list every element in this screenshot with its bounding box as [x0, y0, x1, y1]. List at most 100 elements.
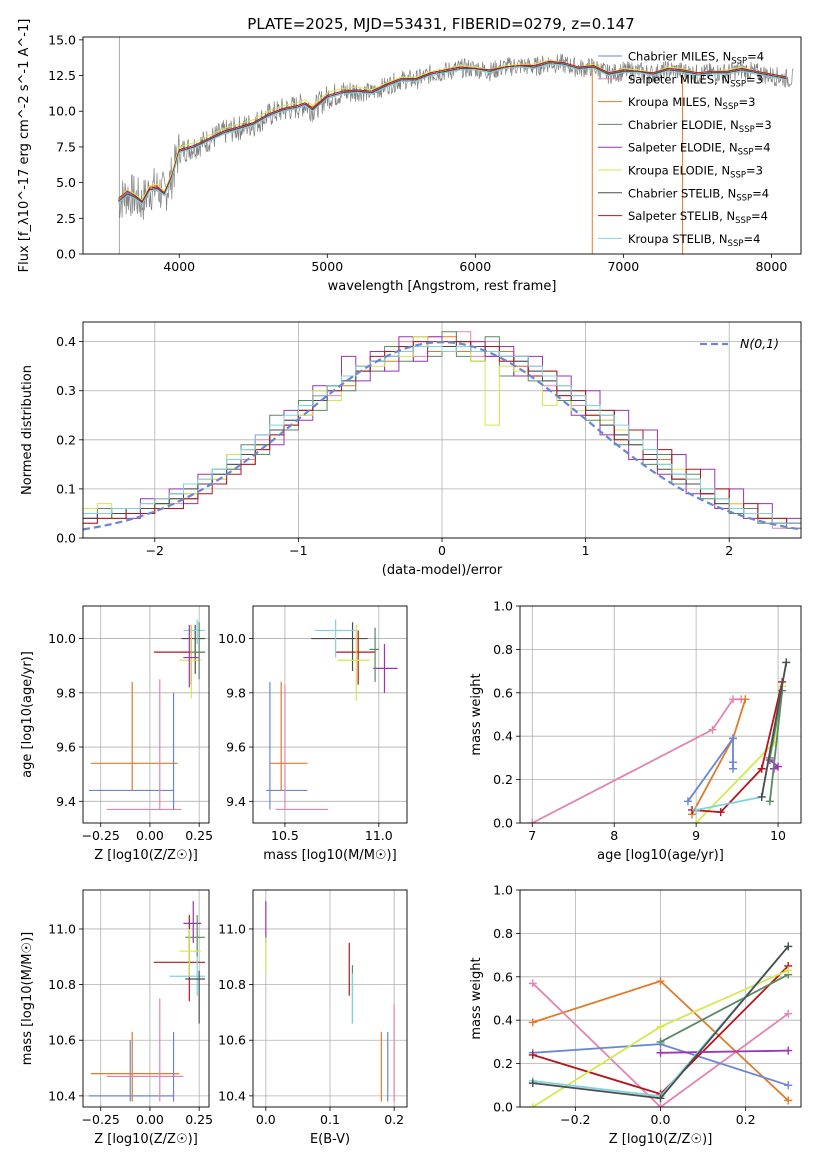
data-point-marker [692, 819, 701, 823]
x-tick-label: 0.2 [736, 1112, 756, 1127]
model-series-line [118, 63, 787, 205]
legend-entry: Kroupa STELIB, NSSP=4 [628, 232, 760, 249]
plot-border [519, 889, 802, 1108]
x-tick-label: 2 [725, 543, 733, 558]
observed-spectrum-line [118, 53, 794, 220]
histogram-series [83, 341, 801, 524]
data-point-marker [528, 1079, 537, 1088]
x-axis-label: E(B-V) [310, 1132, 350, 1147]
y-tick-label: 0.8 [493, 642, 513, 657]
data-point-marker [528, 1103, 537, 1107]
legend-entry: Kroupa ELODIE, NSSP=3 [628, 164, 763, 181]
x-tick-label: 9 [692, 828, 700, 843]
y-axis-label: age [log10(age/yr)] [20, 651, 35, 778]
mass-weight-series [691, 699, 747, 815]
y-tick-label: 11.0 [48, 921, 76, 936]
data-point-marker [656, 1037, 665, 1046]
plot-border [82, 889, 210, 1108]
y-axis-label: mass weight [469, 673, 484, 755]
y-tick-label: 0.4 [56, 334, 76, 349]
legend-entry: Salpeter MILES, NSSP=3 [628, 72, 763, 89]
plot-border [82, 605, 210, 824]
x-tick-label: −0.25 [82, 1112, 120, 1127]
y-tick-label: 0.4 [493, 729, 513, 744]
data-point-marker [757, 792, 766, 801]
legend-entry: Kroupa MILES, NSSP=3 [628, 95, 755, 112]
x-axis-label: mass [log10(M/M☉)] [263, 848, 396, 863]
y-tick-label: 10.6 [48, 1033, 76, 1048]
mass-weight-series [660, 1049, 789, 1054]
histogram-series [83, 346, 801, 524]
mass-weight-series [532, 982, 789, 1107]
data-point-marker [784, 1046, 793, 1055]
x-tick-label: −2 [146, 543, 164, 558]
x-tick-label: 11.0 [365, 828, 393, 843]
y-tick-label: 10.8 [48, 977, 76, 992]
legend-entry: Chabrier STELIB, NSSP=4 [628, 186, 769, 203]
mass-weight-series [760, 662, 788, 798]
y-tick-label: 9.6 [226, 740, 246, 755]
mass-weight-series [660, 973, 789, 1043]
figure-title: PLATE=2025, MJD=53431, FIBERID=0279, z=0… [247, 15, 634, 33]
data-point-marker [656, 1048, 665, 1057]
y-axis-label: mass [log10(M/M☉)] [20, 932, 35, 1065]
residual-histogram-plot: −2 −1 0 1 2 0.0 0.1 0.2 0.3 0.4 (data-model)/error… [20, 321, 802, 578]
x-tick-label: 0.00 [136, 1112, 164, 1127]
x-tick-label: 0.2 [384, 1112, 404, 1127]
x-tick-label: 0.1 [320, 1112, 340, 1127]
plot-border [252, 889, 408, 1108]
x-tick-label: 5000 [311, 259, 343, 274]
y-tick-label: 0.0 [493, 816, 513, 831]
data-point-marker [656, 1103, 665, 1107]
x-axis-label: Z [log10(Z/Z☉)] [609, 1132, 713, 1147]
plot-border [519, 605, 802, 824]
y-tick-label: 12.5 [48, 68, 76, 83]
data-point-marker [656, 1094, 665, 1103]
y-tick-label: 0.0 [56, 247, 76, 262]
y-tick-label: 0.2 [56, 432, 76, 447]
data-point-marker [784, 942, 793, 951]
y-tick-label: 9.4 [56, 794, 76, 809]
x-tick-label: 0.0 [651, 1112, 671, 1127]
x-tick-label: 6000 [459, 259, 491, 274]
data-point-marker [784, 1081, 793, 1090]
y-tick-label: 0.6 [493, 969, 513, 984]
data-point-marker [716, 808, 725, 817]
y-tick-label: 0.0 [493, 1100, 513, 1115]
y-tick-label: 10.8 [218, 977, 246, 992]
x-axis-label: (data-model)/error [382, 563, 503, 578]
y-tick-label: 0.6 [493, 685, 513, 700]
y-tick-label: 10.4 [48, 1088, 76, 1103]
y-tick-label: 0.4 [493, 1013, 513, 1028]
mass-vs-extinction-plot: 0.0 0.1 0.2 10.4 10.6 10.8 11.0 E(B-V) [218, 889, 408, 1147]
gaussian-curve [83, 341, 801, 531]
data-point-marker [683, 797, 692, 806]
data-point-marker [729, 764, 738, 773]
x-axis-label: age [log10(age/yr)] [597, 848, 724, 863]
y-tick-label: 10.0 [218, 631, 246, 646]
x-tick-label: −0.2 [560, 1112, 590, 1127]
model-series-line [118, 59, 787, 201]
data-point-marker [784, 1009, 793, 1018]
x-tick-label: 0 [438, 543, 446, 558]
y-tick-label: 2.5 [56, 211, 76, 226]
mass-weight-series [691, 681, 784, 814]
y-axis-label: Flux [f_λ10^-17 erg cm^-2 s^-1 A^-1] [17, 19, 32, 273]
y-tick-label: 0.2 [493, 772, 513, 787]
data-point-marker [528, 979, 537, 988]
data-point-marker [729, 695, 738, 704]
data-point-marker [757, 764, 766, 773]
data-point-marker [656, 1022, 665, 1031]
data-point-marker [741, 695, 750, 704]
y-tick-label: 15.0 [48, 32, 76, 47]
data-point-marker [656, 977, 665, 986]
y-tick-label: 10.6 [218, 1033, 246, 1048]
legend-entry: Chabrier MILES, NSSP=4 [628, 50, 764, 67]
x-tick-label: 0.25 [185, 828, 213, 843]
plot-border [82, 36, 802, 255]
x-tick-label: 8 [610, 828, 618, 843]
mass-weight-series [531, 698, 742, 823]
x-tick-label: 1 [582, 543, 590, 558]
x-tick-label: 10.5 [271, 828, 299, 843]
data-point-marker [784, 966, 793, 975]
